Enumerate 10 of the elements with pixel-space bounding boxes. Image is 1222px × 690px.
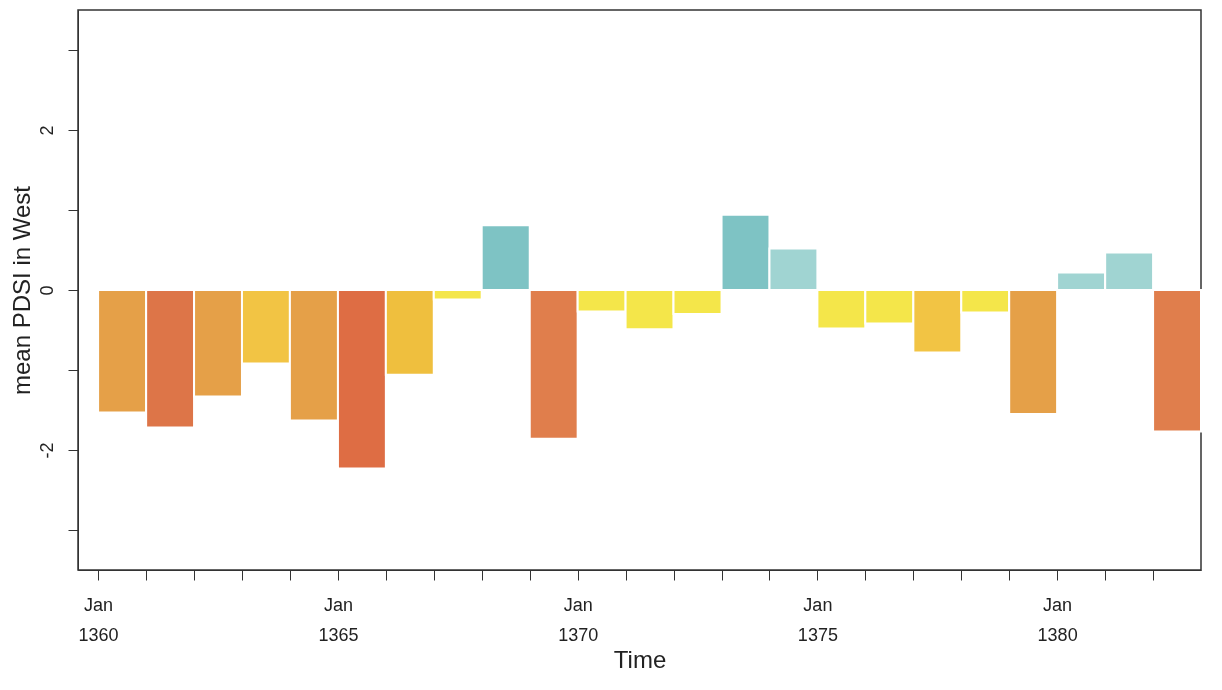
y-tick-label: 2 [36, 125, 57, 136]
x-tick-label: Jan 1365 [318, 594, 359, 645]
x-tick-label: Jan 1375 [797, 594, 838, 645]
x-axis-title: Time [613, 645, 667, 673]
x-tick-label: Jan 1370 [558, 594, 599, 645]
x-tick-label: Jan 1360 [78, 594, 119, 645]
y-tick-label: 0 [36, 285, 57, 296]
y-axis-title: mean PDSI in West [7, 185, 35, 395]
y-tick-label: -2 [36, 442, 57, 459]
x-tick-label: Jan 1380 [1037, 594, 1078, 645]
